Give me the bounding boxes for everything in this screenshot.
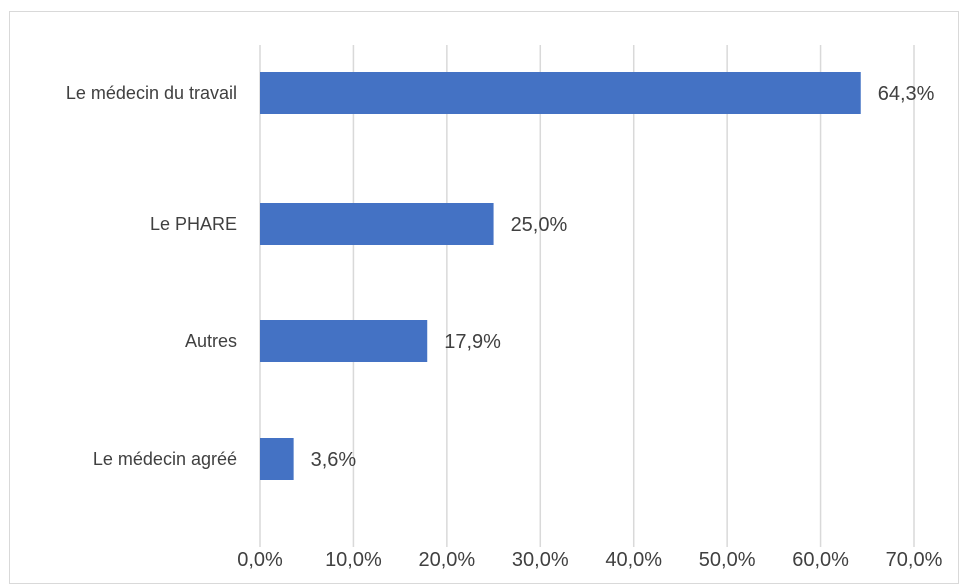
category-labels: Le médecin du travail Le PHARE Autres Le mé… [66,83,237,469]
bar [260,72,861,114]
bar [260,203,494,245]
data-labels: 64,3% 25,0% 17,9% 3,6% [311,83,935,471]
gridlines [259,45,915,547]
bar [260,438,294,480]
data-label: 17,9% [444,331,501,353]
category-label: Le médecin du travail [66,83,237,103]
category-label: Autres [185,331,237,351]
bars [260,72,861,480]
x-tick-label: 30,0% [512,549,569,571]
data-label: 64,3% [878,83,935,105]
x-axis-tick-labels: 0,0% 10,0% 20,0% 30,0% 40,0% 50,0% 60,0% 70,0% [237,549,942,571]
data-label: 25,0% [511,214,568,236]
bar [260,320,428,362]
x-tick-label: 40,0% [605,549,662,571]
x-tick-label: 60,0% [792,549,849,571]
category-label: Le PHARE [150,214,237,234]
x-tick-label: 10,0% [325,549,382,571]
x-tick-label: 20,0% [418,549,475,571]
category-label: Le médecin agréé [93,449,237,469]
x-tick-label: 0,0% [237,549,283,571]
data-label: 3,6% [311,449,357,471]
x-tick-label: 70,0% [886,549,943,571]
x-tick-label: 50,0% [699,549,756,571]
